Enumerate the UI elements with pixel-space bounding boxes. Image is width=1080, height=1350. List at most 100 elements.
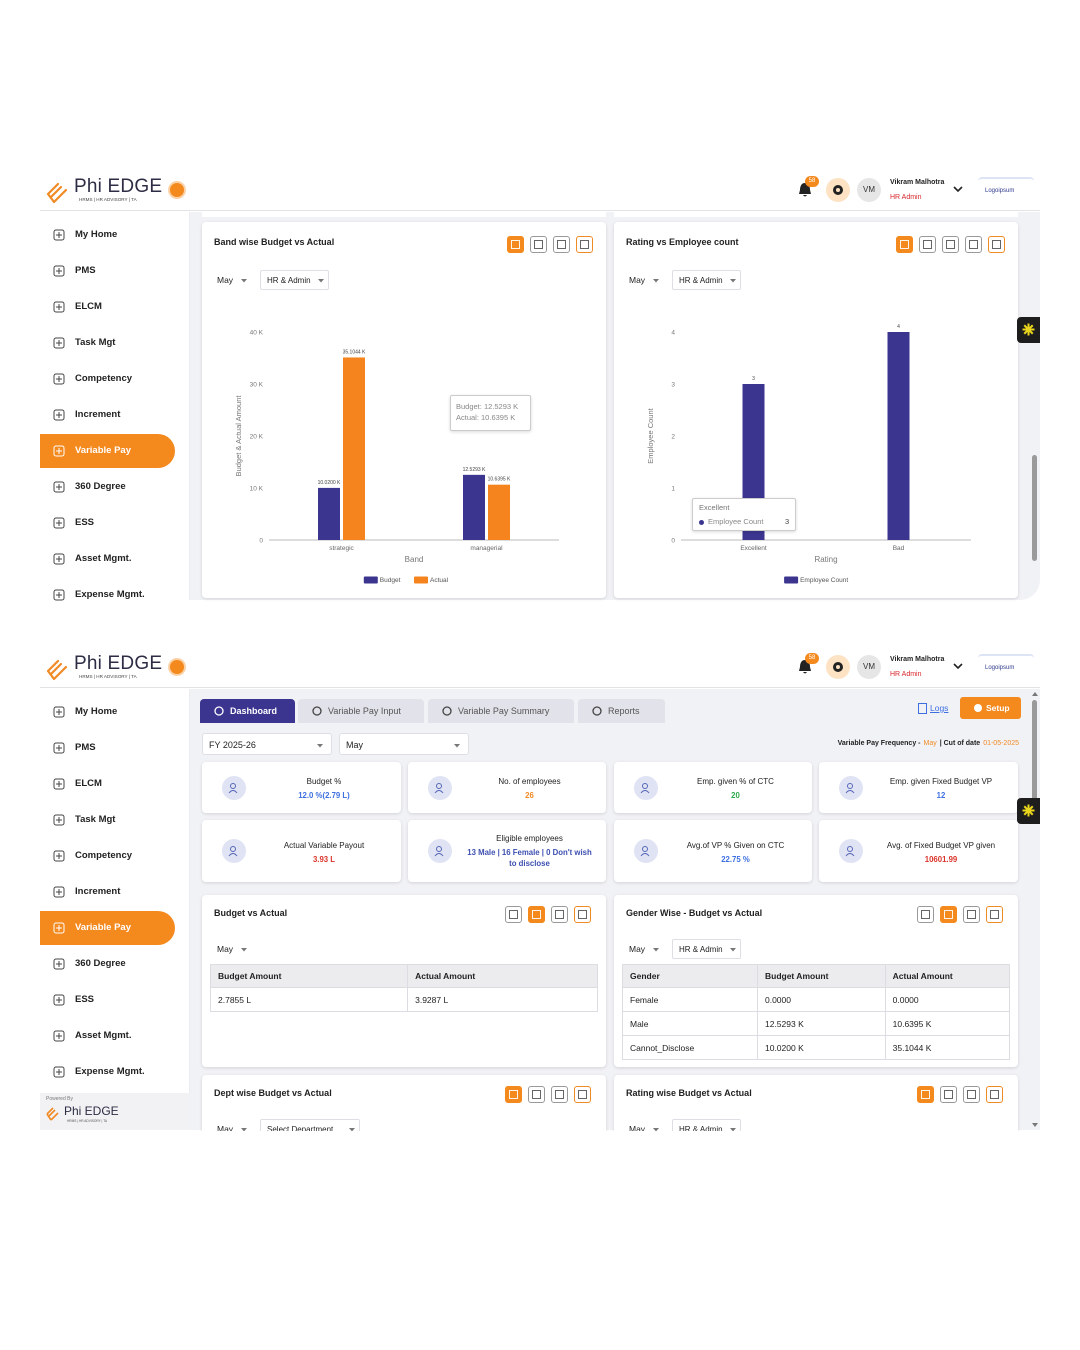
- filter-select[interactable]: May: [628, 271, 668, 289]
- chart-tool-button[interactable]: [574, 906, 591, 923]
- sidebar-item[interactable]: ESS: [40, 983, 175, 1017]
- sidebar-item[interactable]: Increment: [40, 398, 175, 432]
- caret: [241, 1128, 247, 1132]
- icon-shape: [53, 994, 65, 1006]
- card-edge: [202, 212, 606, 217]
- caret-shape: [730, 948, 736, 952]
- sidebar-item[interactable]: 360 Degree: [40, 947, 175, 981]
- chart-tool-button[interactable]: [940, 1086, 957, 1103]
- setup-icon-shape: [974, 704, 982, 712]
- tab[interactable]: Reports: [578, 699, 665, 723]
- sidebar-item[interactable]: Asset Mgmt.: [40, 542, 175, 576]
- sidebar-icon: [53, 409, 65, 421]
- chart-tool-button[interactable]: [505, 906, 522, 923]
- sidebar-item[interactable]: Task Mgt: [40, 803, 175, 837]
- tab-label: Variable Pay Input: [328, 706, 401, 716]
- kpi-glyph-head: [436, 782, 442, 789]
- sidebar-item[interactable]: Variable Pay: [40, 911, 175, 945]
- cutoff-value: 01-05-2025: [983, 740, 1019, 747]
- assistant-launcher[interactable]: [1017, 798, 1040, 824]
- chart-tool-button[interactable]: [530, 236, 547, 253]
- table-header: Actual Amount: [407, 964, 598, 988]
- chart-tool-button[interactable]: [528, 906, 545, 923]
- filter-select[interactable]: May: [216, 940, 256, 958]
- chart-tool-button[interactable]: [505, 1086, 522, 1103]
- filter-select[interactable]: May: [216, 271, 256, 289]
- sidebar-item[interactable]: Increment: [40, 875, 175, 909]
- user-avatar[interactable]: VM: [857, 178, 881, 202]
- sidebar-item[interactable]: Competency: [40, 362, 175, 396]
- sidebar-item[interactable]: Asset Mgmt.: [40, 1019, 175, 1053]
- chart-tool-button[interactable]: [896, 236, 913, 253]
- user-name: Vikram Malhotra: [890, 179, 945, 186]
- logs-link[interactable]: Logs: [918, 702, 952, 716]
- chart-tool-button[interactable]: [574, 1086, 591, 1103]
- sidebar-item[interactable]: My Home: [40, 695, 175, 729]
- tool-icon: [580, 240, 589, 249]
- filter-select[interactable]: HR & Admin: [672, 270, 741, 290]
- icon-shape: [53, 481, 65, 493]
- sidebar-item[interactable]: Competency: [40, 839, 175, 873]
- filter-select[interactable]: FY 2025-26: [202, 733, 332, 755]
- sidebar-item[interactable]: Expense Mgmt.: [40, 578, 175, 612]
- chart-tool-button[interactable]: [507, 236, 524, 253]
- chart-tool-button[interactable]: [963, 1086, 980, 1103]
- sidebar-item[interactable]: ESS: [40, 506, 175, 540]
- chart-tool-button[interactable]: [940, 906, 957, 923]
- tab[interactable]: Variable Pay Input: [298, 699, 424, 723]
- tool-icon-shape: [967, 910, 976, 919]
- filter-select[interactable]: May: [339, 733, 469, 755]
- sidebar-item[interactable]: PMS: [40, 731, 175, 765]
- chart-tool-button[interactable]: [963, 906, 980, 923]
- table-cell: Cannot_Disclose: [622, 1035, 758, 1060]
- setup-button[interactable]: Setup: [960, 697, 1021, 719]
- menu-toggle[interactable]: [168, 181, 186, 199]
- chart-tool-button[interactable]: [528, 1086, 545, 1103]
- chart-tool-button[interactable]: [919, 236, 936, 253]
- filter-select[interactable]: May: [628, 940, 668, 958]
- chart-tool-button[interactable]: [986, 906, 1003, 923]
- tool-icon: [555, 910, 564, 919]
- icon-detail: [56, 232, 62, 238]
- menu-toggle[interactable]: [168, 658, 186, 676]
- filter-select[interactable]: May: [628, 1120, 668, 1138]
- user-avatar[interactable]: VM: [857, 655, 881, 679]
- sidebar-item[interactable]: Expense Mgmt.: [40, 1055, 175, 1089]
- tab[interactable]: Variable Pay Summary: [428, 699, 574, 723]
- sidebar-item[interactable]: ELCM: [40, 290, 175, 324]
- chart-tool-button[interactable]: [942, 236, 959, 253]
- sidebar-item[interactable]: Task Mgt: [40, 326, 175, 360]
- tooltip-line: Actual: 10.6395 K: [456, 413, 516, 422]
- company-name: Logoipsum: [985, 188, 1015, 194]
- sidebar-label: Increment: [75, 409, 121, 420]
- kpi-icon-glyph: [228, 782, 238, 793]
- chart-tool-button[interactable]: [576, 236, 593, 253]
- sidebar-item[interactable]: Variable Pay: [40, 434, 175, 468]
- sidebar-item[interactable]: 360 Degree: [40, 470, 175, 504]
- caret: [348, 1128, 355, 1132]
- chart-tool-button[interactable]: [551, 906, 568, 923]
- filter-select[interactable]: May: [216, 1120, 256, 1138]
- chart-tool-button[interactable]: [917, 1086, 934, 1103]
- sidebar-item[interactable]: ELCM: [40, 767, 175, 801]
- tab[interactable]: Dashboard: [200, 699, 295, 723]
- chart-tool-button[interactable]: [553, 236, 570, 253]
- icon-shape: [53, 706, 65, 718]
- table-row: 2.7855 L 3.9287 L: [209, 987, 598, 1012]
- filter-select[interactable]: HR & Admin: [260, 270, 329, 290]
- chart-tool-button[interactable]: [988, 236, 1005, 253]
- chart-tool-button[interactable]: [965, 236, 982, 253]
- y-tick-label: 4: [671, 330, 675, 337]
- sidebar-item[interactable]: PMS: [40, 254, 175, 288]
- chart-tool-button[interactable]: [917, 906, 934, 923]
- icon-detail: [56, 817, 62, 823]
- chart-tool-button[interactable]: [551, 1086, 568, 1103]
- chart-tool-button[interactable]: [986, 1086, 1003, 1103]
- data-label: 10.6395 K: [488, 477, 511, 483]
- table-cell: 12.5293 K: [756, 1011, 886, 1036]
- sidebar-item[interactable]: My Home: [40, 218, 175, 252]
- filter-select[interactable]: HR & Admin: [672, 939, 741, 959]
- assistant-launcher[interactable]: [1017, 317, 1040, 343]
- kpi-icon-glyph: [434, 846, 444, 857]
- kpi-label: Avg.of VP % Given on CTC: [686, 840, 785, 850]
